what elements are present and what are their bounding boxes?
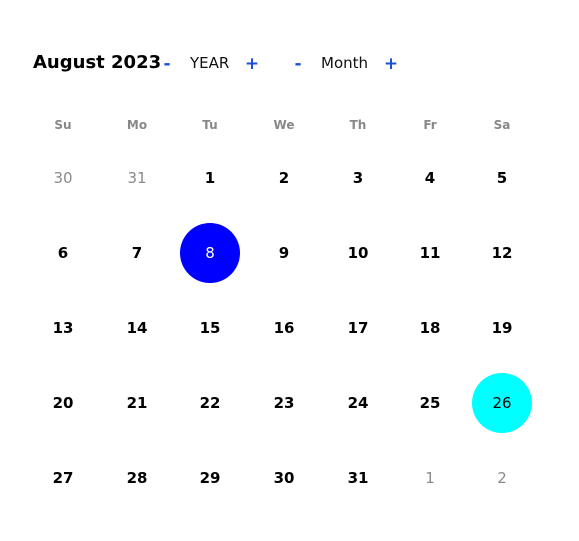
calendar-day[interactable]: 24 [347,394,369,412]
calendar-day[interactable]: 10 [347,244,369,262]
calendar-day[interactable]: 16 [273,319,295,337]
calendar-day[interactable]: 31 [347,469,369,487]
month-increment-button[interactable]: + [383,54,399,74]
calendar-day[interactable]: 6 [57,244,69,262]
calendar-day[interactable]: 20 [52,394,74,412]
calendar-day[interactable]: 13 [52,319,74,337]
calendar-day[interactable]: 17 [347,319,369,337]
calendar-day[interactable]: 1 [204,169,216,187]
calendar-day[interactable]: 4 [424,169,436,187]
calendar-day-selected[interactable]: 8 [180,223,240,283]
calendar-day[interactable]: 29 [199,469,221,487]
month-decrement-button[interactable]: - [294,54,302,74]
calendar-day[interactable]: 15 [199,319,221,337]
calendar-day[interactable]: 30 [273,469,295,487]
weekday-label: Su [54,118,72,132]
month-title: August 2023 [33,52,162,73]
calendar-day[interactable]: 21 [126,394,148,412]
year-label: YEAR [190,54,230,72]
calendar-day[interactable]: 28 [126,469,148,487]
weekday-label: Sa [493,118,511,132]
weekday-label: Mo [126,118,148,132]
calendar-day[interactable]: 3 [352,169,364,187]
calendar-day[interactable]: 22 [199,394,221,412]
calendar-day[interactable]: 25 [419,394,441,412]
calendar-day[interactable]: 18 [419,319,441,337]
calendar-day[interactable]: 2 [278,169,290,187]
calendar-day[interactable]: 2 [497,469,507,487]
calendar-day[interactable]: 23 [273,394,295,412]
calendar-day[interactable]: 12 [491,244,513,262]
calendar-day[interactable]: 11 [419,244,441,262]
weekday-label: Fr [423,118,437,132]
calendar-day[interactable]: 5 [496,169,508,187]
calendar-day[interactable]: 30 [53,169,73,187]
calendar-day[interactable]: 1 [425,469,435,487]
year-increment-button[interactable]: + [244,54,260,74]
calendar-day[interactable]: 27 [52,469,74,487]
weekday-label: Tu [202,118,218,132]
month-label: Month [321,54,369,72]
calendar-header: August 2023 - YEAR + - Month + [0,0,579,120]
weekday-label: Th [349,118,367,132]
calendar-day[interactable]: 14 [126,319,148,337]
weekday-label: We [273,118,295,132]
calendar-day[interactable]: 31 [127,169,147,187]
calendar-day[interactable]: 19 [491,319,513,337]
year-decrement-button[interactable]: - [163,54,171,74]
calendar-day-today[interactable]: 26 [472,373,532,433]
calendar-day[interactable]: 7 [131,244,143,262]
calendar-day[interactable]: 9 [278,244,290,262]
